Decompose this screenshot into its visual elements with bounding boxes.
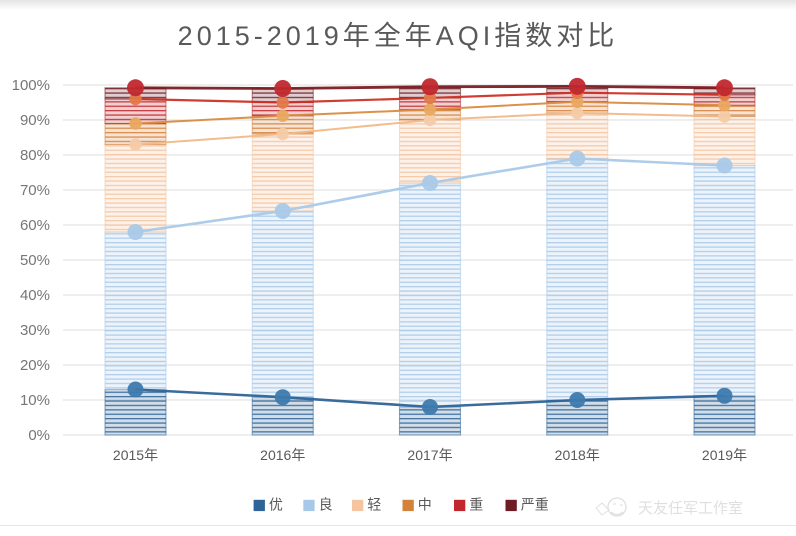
svg-text:70%: 70% bbox=[20, 182, 50, 199]
svg-text:重: 重 bbox=[469, 497, 483, 513]
svg-text:良: 良 bbox=[319, 497, 333, 513]
svg-text:2016年: 2016年 bbox=[260, 447, 305, 463]
svg-text:30%: 30% bbox=[20, 322, 50, 339]
svg-text:90%: 90% bbox=[20, 112, 50, 129]
svg-text:中: 中 bbox=[418, 497, 432, 513]
svg-text:优: 优 bbox=[269, 497, 283, 513]
svg-text:天友任军工作室: 天友任军工作室 bbox=[638, 500, 743, 517]
svg-text:2019年: 2019年 bbox=[702, 447, 747, 463]
svg-text:60%: 60% bbox=[20, 217, 50, 234]
svg-text:80%: 80% bbox=[20, 147, 50, 164]
svg-text:50%: 50% bbox=[20, 252, 50, 269]
svg-text:100%: 100% bbox=[12, 77, 50, 94]
svg-text:2017年: 2017年 bbox=[407, 447, 452, 463]
svg-text:0%: 0% bbox=[28, 427, 50, 444]
svg-text:20%: 20% bbox=[20, 357, 50, 374]
svg-text:10%: 10% bbox=[20, 392, 50, 409]
svg-text:40%: 40% bbox=[20, 287, 50, 304]
svg-text:2015年: 2015年 bbox=[113, 447, 158, 463]
svg-text:严重: 严重 bbox=[521, 497, 549, 513]
svg-text:2018年: 2018年 bbox=[555, 447, 600, 463]
svg-text:轻: 轻 bbox=[367, 497, 381, 513]
